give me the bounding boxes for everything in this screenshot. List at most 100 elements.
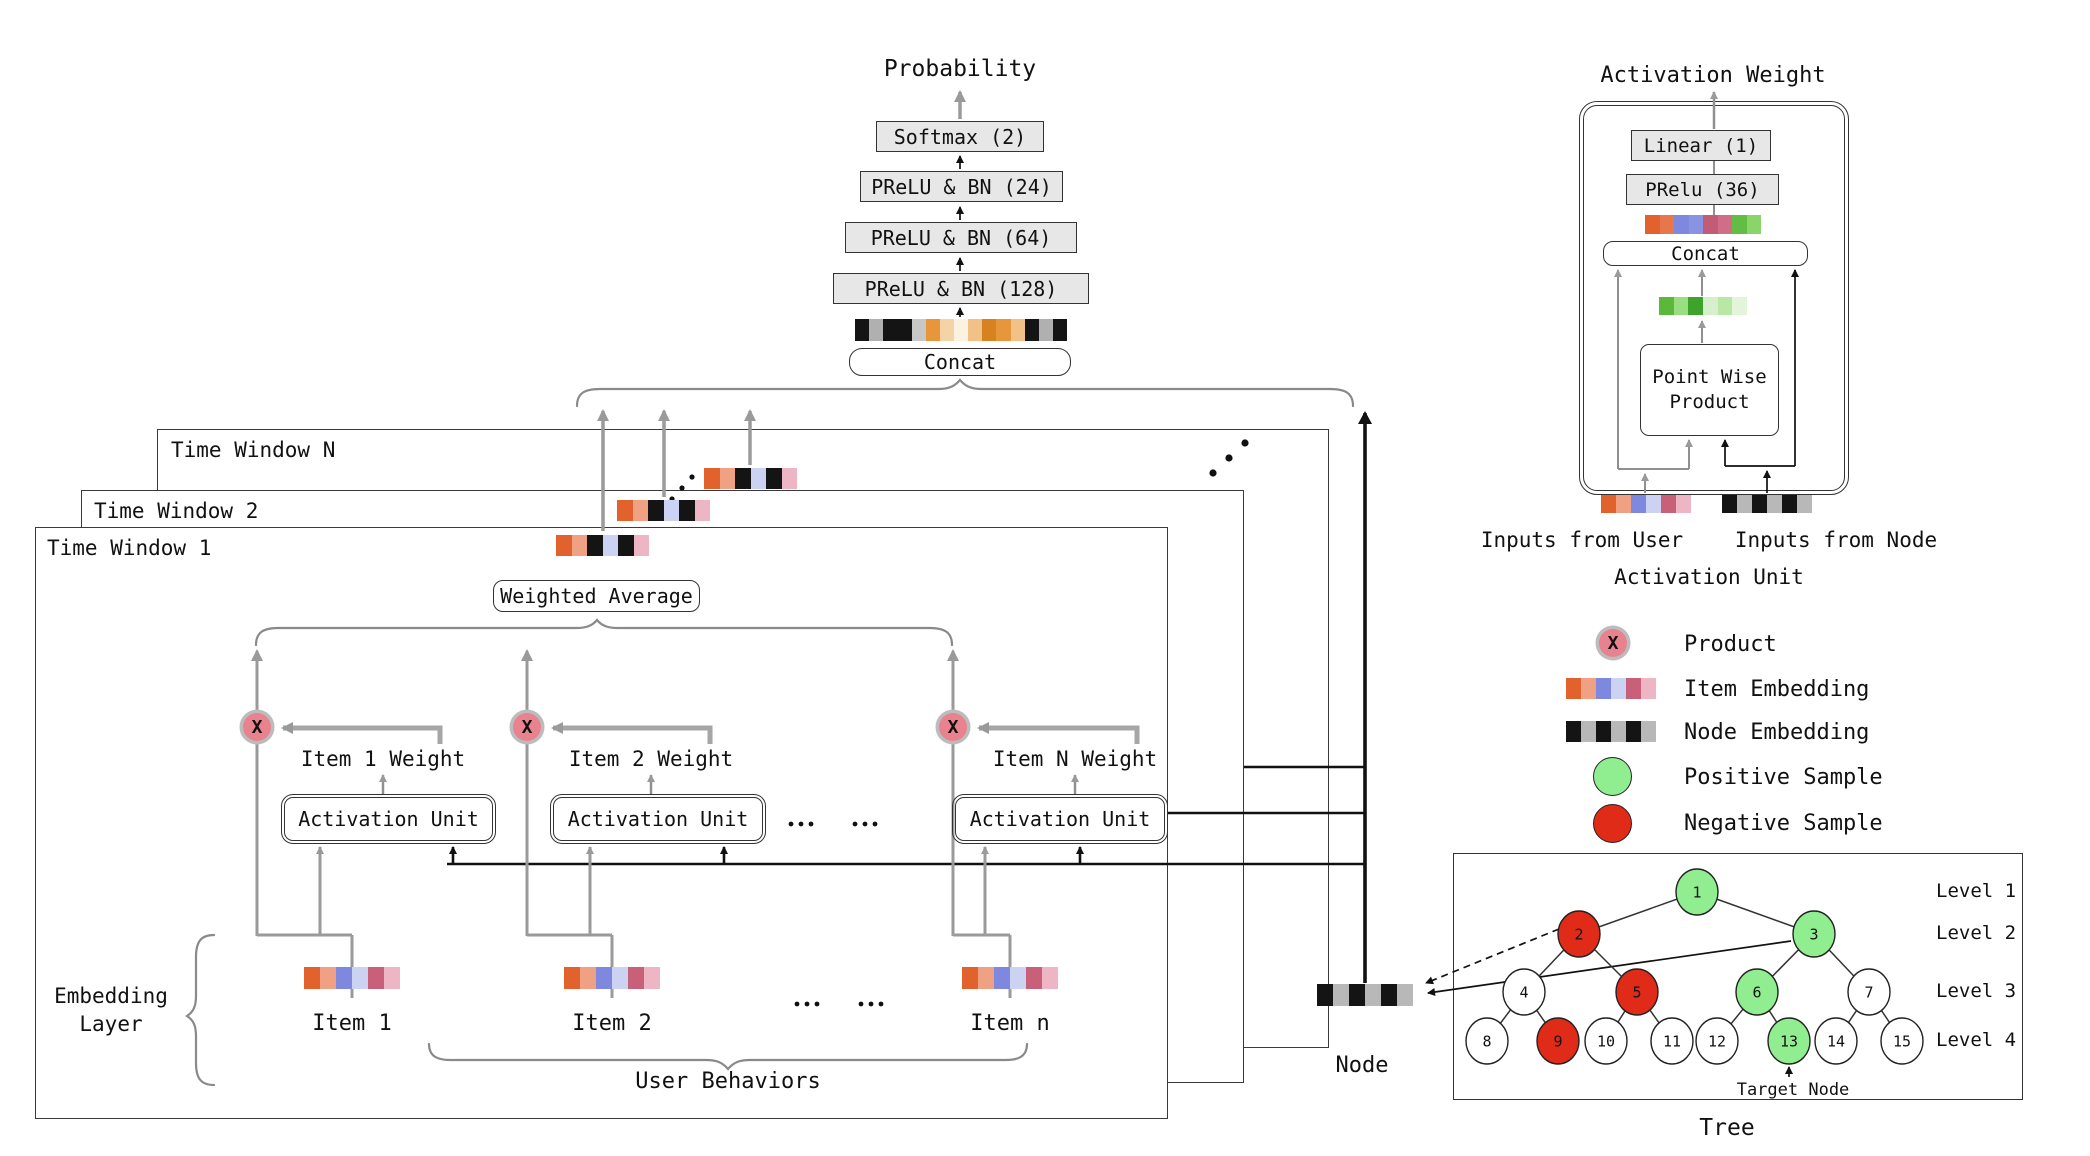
tree-level-1-label: Level 1 xyxy=(1936,880,2017,902)
item-n-embedding-strip xyxy=(962,967,1058,989)
tree-node-7 xyxy=(1847,968,1891,1016)
embedding-cell xyxy=(628,967,644,989)
embedding-cell xyxy=(1646,495,1661,513)
embedding-cell xyxy=(1317,984,1333,1006)
pointwise-output-strip xyxy=(1659,297,1748,315)
prelu-bn-24-box: PReLU & BN (24) xyxy=(860,171,1063,202)
window-1-strip xyxy=(556,535,649,556)
embedding-cell xyxy=(1581,678,1596,699)
embedding-cell xyxy=(869,319,884,341)
tree-node-10 xyxy=(1584,1017,1628,1065)
item-2-label: Item 2 xyxy=(572,1011,652,1036)
embedding-cell xyxy=(994,967,1010,989)
au-concat-box: Concat xyxy=(1603,241,1808,266)
embedding-cell xyxy=(1674,215,1689,234)
embedding-cell xyxy=(750,468,766,489)
probability-label: Probability xyxy=(883,56,1037,82)
embedding-layer-label-1: Embedding xyxy=(54,984,168,1008)
legend-product-icon: X xyxy=(1599,629,1627,657)
activation-unit-caption: Activation Unit xyxy=(1614,565,1804,589)
item-n-label: Item n xyxy=(970,1011,1050,1036)
embedding-cell xyxy=(1746,215,1761,234)
embedding-cell xyxy=(580,967,596,989)
embedding-cell xyxy=(1333,984,1349,1006)
time-window-1-label: Time Window 1 xyxy=(47,536,212,560)
embedding-cell xyxy=(1782,495,1797,513)
legend-product-label: Product xyxy=(1684,632,1777,657)
tree-level-2-label: Level 2 xyxy=(1936,922,2017,944)
embedding-cell xyxy=(1688,297,1704,315)
embedding-cell xyxy=(1626,678,1641,699)
embedding-cell xyxy=(978,967,994,989)
embedding-cell xyxy=(1365,984,1381,1006)
embedding-cell xyxy=(1703,297,1718,315)
embedding-cell xyxy=(735,468,751,489)
embedding-cell xyxy=(1676,495,1691,513)
embedding-cell xyxy=(596,967,612,989)
tree-node-6-positive xyxy=(1735,968,1779,1016)
embedding-cell xyxy=(925,319,940,341)
tree-node-8 xyxy=(1465,1017,1509,1065)
product-circle-3: X xyxy=(939,713,967,741)
embedding-cell xyxy=(962,967,978,989)
tree-node-label: 3 xyxy=(1809,925,1818,943)
user-behaviors-label: User Behaviors xyxy=(635,1069,821,1094)
embedding-cell xyxy=(571,535,587,556)
embedding-cell xyxy=(1673,297,1689,315)
tree-node-label: 4 xyxy=(1519,983,1528,1001)
legend-negative-sample-label: Negative Sample xyxy=(1684,811,1883,836)
embedding-cell xyxy=(384,967,400,989)
tree-caption: Tree xyxy=(1699,1115,1755,1141)
ellipsis-dots xyxy=(669,439,1249,1007)
tree: 12 34 5 6 78 9 10 11 12 13 14 15 xyxy=(1465,868,1924,1065)
embedding-cell xyxy=(1752,495,1767,513)
embedding-cell xyxy=(1381,984,1397,1006)
embedding-cell xyxy=(996,319,1011,341)
embedding-cell xyxy=(1026,967,1042,989)
prelu-box: PRelu (36) xyxy=(1626,174,1779,205)
node-label: Node xyxy=(1335,1053,1389,1078)
target-node-label: Target Node xyxy=(1736,1080,1850,1100)
legend-positive-sample-label: Positive Sample xyxy=(1684,765,1883,790)
embedding-cell xyxy=(897,319,912,341)
concat-box: Concat xyxy=(849,348,1071,376)
legend-node-embedding-label: Node Embedding xyxy=(1684,720,1870,745)
embedding-cell xyxy=(1797,495,1812,513)
embedding-cell xyxy=(1645,215,1660,234)
embedding-cell xyxy=(855,319,870,341)
embedding-cell xyxy=(644,967,660,989)
tree-node-11 xyxy=(1650,1017,1694,1065)
tree-node-label: 5 xyxy=(1632,983,1641,1001)
item-2-weight-label: Item 2 Weight xyxy=(568,747,734,771)
inputs-from-node-label: Inputs from Node xyxy=(1734,528,1938,552)
embedding-cell xyxy=(1566,678,1581,699)
activation-weight-label: Activation Weight xyxy=(1600,63,1826,88)
tree-node-label: 1 xyxy=(1692,883,1701,901)
embedding-cell xyxy=(694,500,710,521)
embedding-cell xyxy=(1659,297,1674,315)
embedding-cell xyxy=(704,468,720,489)
embedding-cell xyxy=(1596,678,1611,699)
embedding-cell xyxy=(1611,678,1626,699)
item-1-label: Item 1 xyxy=(312,1011,392,1036)
weighted-average-box: Weighted Average xyxy=(493,580,700,612)
embedding-cell xyxy=(587,535,603,556)
tree-node-label: 15 xyxy=(1893,1032,1911,1050)
embedding-cell xyxy=(1641,678,1656,699)
embedding-cell xyxy=(564,967,580,989)
embedding-cell xyxy=(982,319,997,341)
embedding-cell xyxy=(883,319,898,341)
prelu-bn-64-box: PReLU & BN (64) xyxy=(845,222,1077,253)
item-1-embedding-strip xyxy=(304,967,400,989)
tree-node-label: 8 xyxy=(1482,1032,1491,1050)
tree-level-4-label: Level 4 xyxy=(1936,1029,2017,1051)
embedding-cell xyxy=(556,535,572,556)
tree-level-3-label: Level 3 xyxy=(1936,980,2017,1002)
embedding-cell xyxy=(1688,215,1703,234)
legend-node-embedding-strip xyxy=(1566,721,1656,742)
tree-node-5-negative xyxy=(1615,968,1659,1016)
tree-node-1-positive xyxy=(1675,868,1719,916)
embedding-cell xyxy=(953,319,969,341)
item-2-embedding-strip xyxy=(564,967,660,989)
